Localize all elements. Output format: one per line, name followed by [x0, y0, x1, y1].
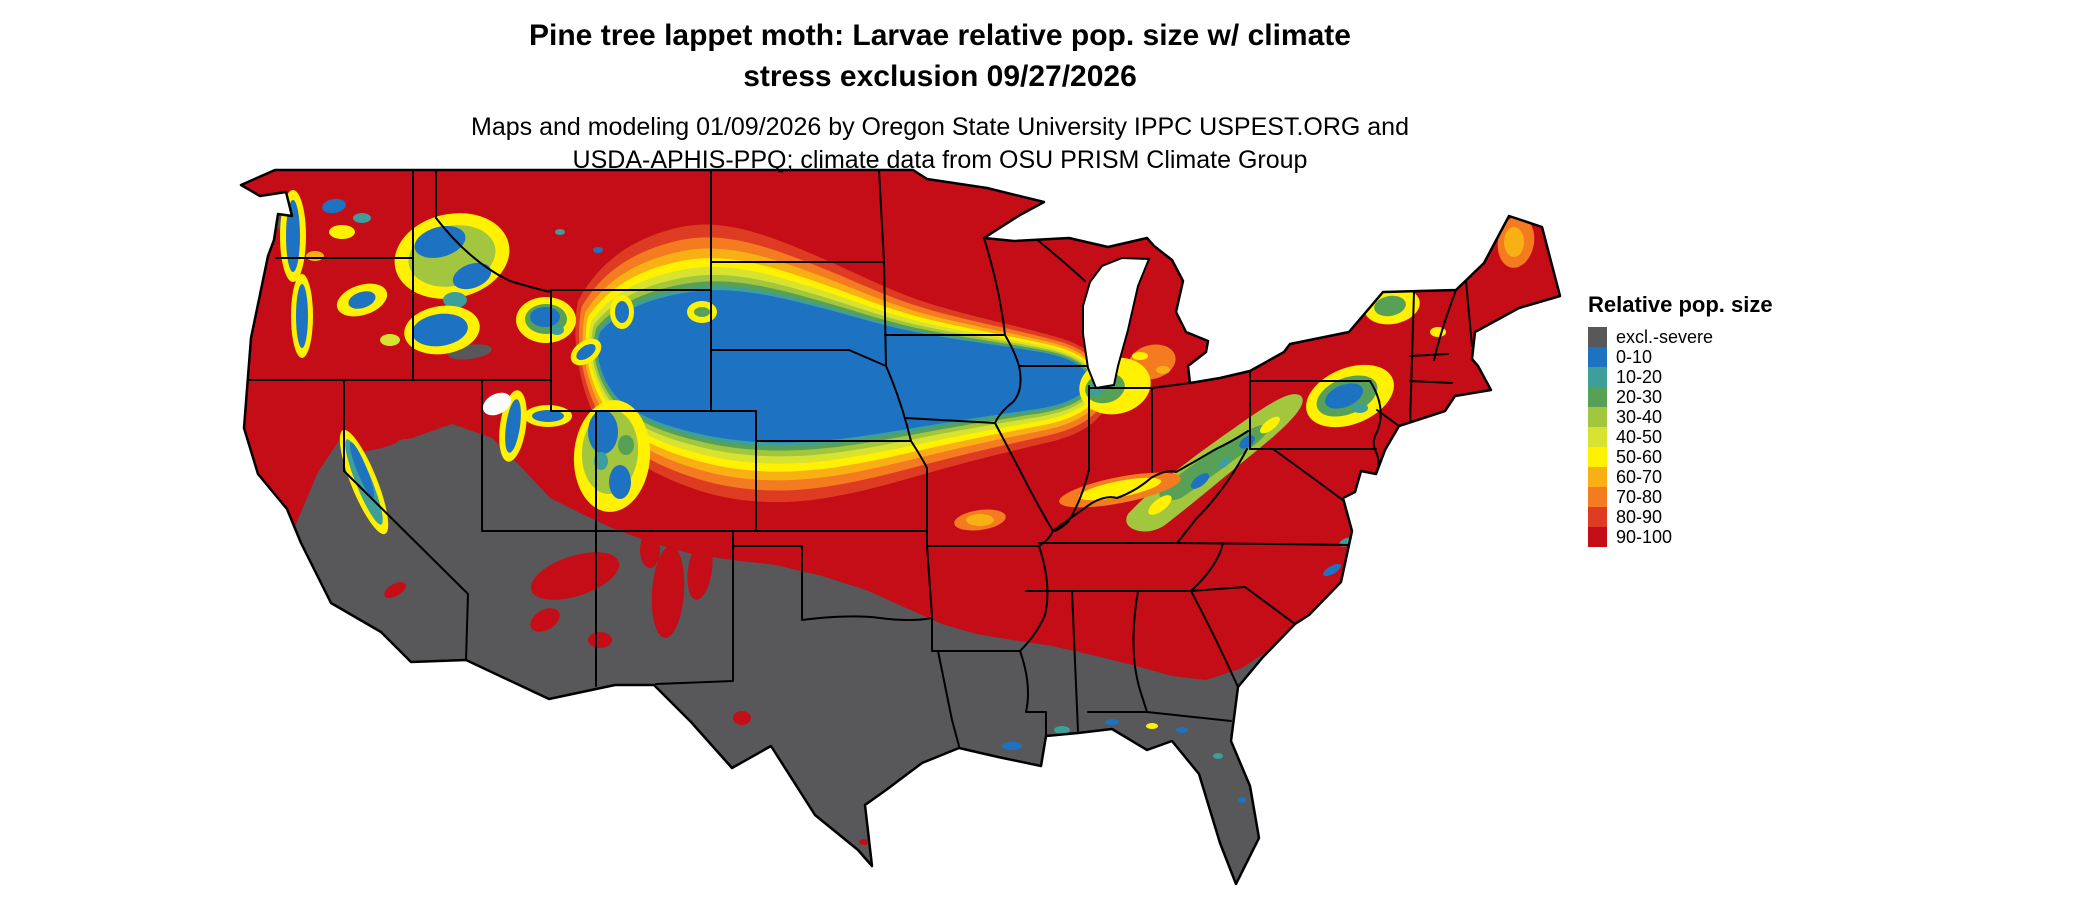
map-subtitle-line2: USDA-APHIS-PPQ; climate data from OSU PR…	[572, 145, 1308, 174]
legend-label: 10-20	[1616, 366, 1663, 387]
legend-item: 20-30	[1588, 387, 1848, 407]
legend-swatch	[1588, 347, 1607, 367]
legend-item: 80-90	[1588, 507, 1848, 527]
legend-swatch	[1588, 507, 1607, 527]
eastern-patches	[954, 216, 1535, 531]
legend-item: 30-40	[1588, 407, 1848, 427]
legend-item: 0-10	[1588, 347, 1848, 367]
legend-swatch	[1588, 427, 1607, 447]
legend-item: 90-100	[1588, 527, 1848, 547]
legend-swatch	[1588, 327, 1607, 347]
legend-label: 0-10	[1616, 346, 1653, 367]
legend-swatch	[1588, 407, 1607, 427]
map-title: Pine tree lappet moth: Larvae relative p…	[0, 16, 1880, 97]
legend-swatch	[1588, 467, 1607, 487]
legend-label: 20-30	[1616, 386, 1663, 407]
legend-item: 50-60	[1588, 447, 1848, 467]
lake-michigan	[1082, 256, 1151, 390]
state-borders	[243, 170, 1473, 747]
legend-label: 50-60	[1616, 446, 1663, 467]
legend-swatch	[1588, 387, 1607, 407]
map-title-line2: stress exclusion 09/27/2026	[743, 59, 1137, 93]
legend-label: 40-50	[1616, 426, 1663, 447]
legend-swatch	[1588, 527, 1607, 547]
legend-label: 30-40	[1616, 406, 1663, 427]
great-lakes	[1082, 256, 1151, 390]
appalachian-band	[1059, 394, 1303, 532]
legend-item: 40-50	[1588, 427, 1848, 447]
legend-item: 70-80	[1588, 487, 1848, 507]
legend-label: 60-70	[1616, 466, 1663, 487]
legend: Relative pop. size excl.-severe 0-10 10-…	[1588, 292, 1848, 547]
map-title-line1: Pine tree lappet moth: Larvae relative p…	[529, 19, 1351, 52]
legend-item: 60-70	[1588, 467, 1848, 487]
map-subtitle-line1: Maps and modeling 01/09/2026 by Oregon S…	[471, 113, 1409, 141]
legend-items: excl.-severe 0-10 10-20 20-30 30-40 40-5…	[1588, 327, 1848, 547]
legend-item: excl.-severe	[1588, 327, 1848, 347]
legend-label: 80-90	[1616, 506, 1663, 527]
legend-label: 90-100	[1616, 526, 1673, 547]
great-salt-lake	[482, 392, 512, 416]
legend-swatch	[1588, 487, 1607, 507]
map-subtitle: Maps and modeling 01/09/2026 by Oregon S…	[0, 111, 1880, 176]
legend-title: Relative pop. size	[1588, 292, 1773, 317]
legend-swatch	[1588, 447, 1607, 467]
legend-label: 70-80	[1616, 486, 1663, 507]
legend-label: excl.-severe	[1616, 326, 1714, 347]
legend-swatch	[1588, 367, 1607, 387]
excluded-patches-in-high	[275, 192, 520, 502]
legend-item: 10-20	[1588, 367, 1848, 387]
figure-header: Pine tree lappet moth: Larvae relative p…	[0, 16, 1880, 176]
